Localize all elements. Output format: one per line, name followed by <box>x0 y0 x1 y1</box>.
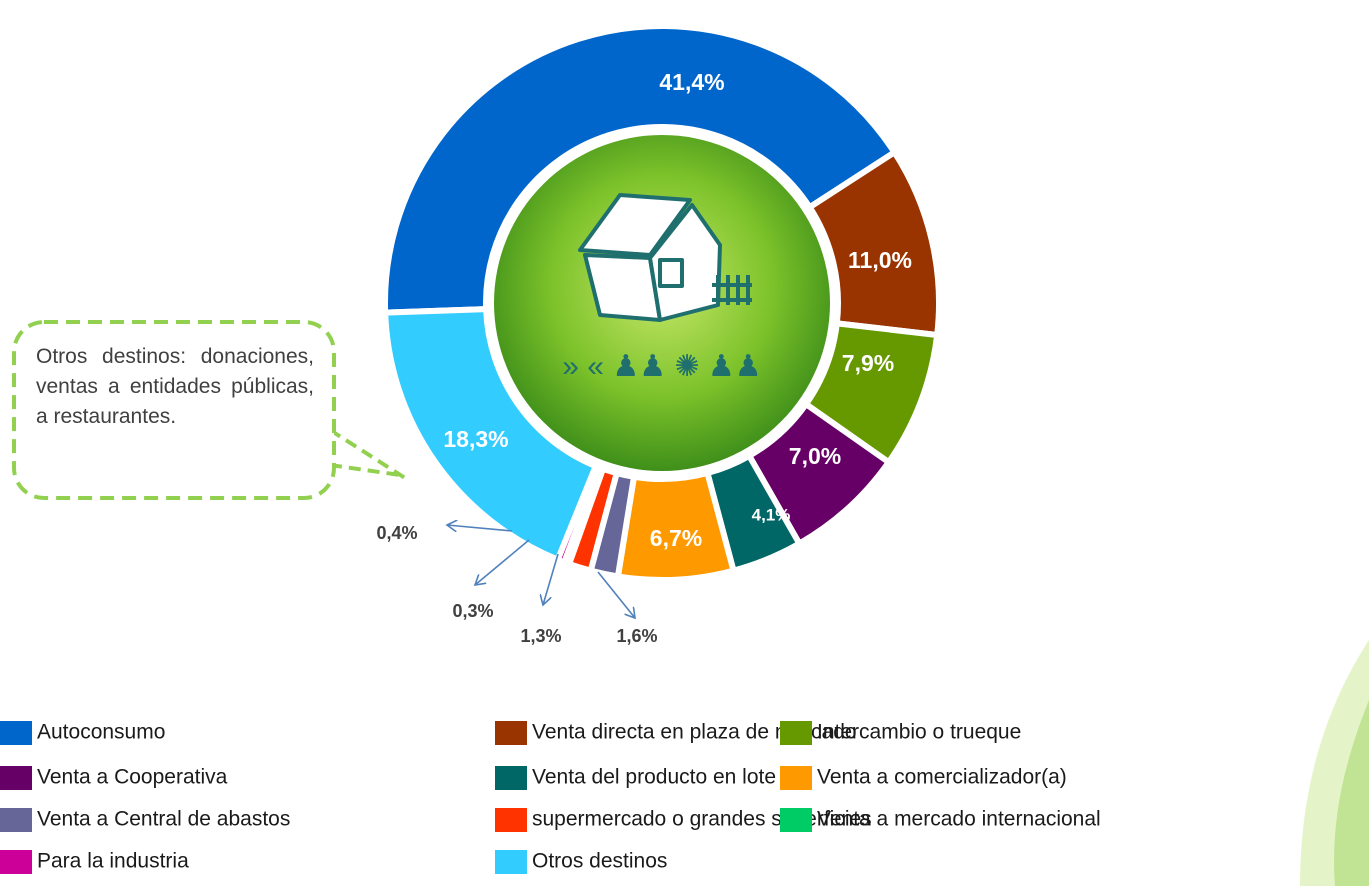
value-label: 41,4% <box>659 69 724 95</box>
value-label: 11,0% <box>848 247 912 273</box>
legend-swatch <box>0 766 32 790</box>
legend-label: Venta del producto en lote <box>532 766 776 789</box>
legend-swatch <box>495 721 527 745</box>
legend-label: Intercambio o trueque <box>817 721 1021 744</box>
value-label: 4,1% <box>752 505 791 524</box>
legend-swatch <box>495 766 527 790</box>
label-arrow <box>475 540 529 585</box>
value-label: 7,0% <box>789 443 841 469</box>
legend-swatch <box>780 721 812 745</box>
page: » « ♟♟ ✺ ♟♟ 41,4% 11,0% 7,9% 7,0% 4,1% 6,7% 1,… <box>0 0 1369 886</box>
value-label: 0,3% <box>452 601 493 621</box>
legend-label: Venta a mercado internacional <box>817 808 1101 831</box>
legend-swatch <box>495 808 527 832</box>
legend-label: Venta a Cooperativa <box>37 766 228 789</box>
callout-tail <box>330 430 405 478</box>
legend-swatch <box>0 721 32 745</box>
callout-text: Otros destinos: donaciones, ventas a ent… <box>36 342 314 432</box>
center-icons: » « ♟♟ ✺ ♟♟ <box>562 350 761 383</box>
legend-label: Venta a Central de abastos <box>37 808 290 831</box>
legend-label: Otros destinos <box>532 850 667 873</box>
value-label: 1,6% <box>616 626 657 646</box>
legend-label: Venta a comercializador(a) <box>817 766 1067 789</box>
value-label: 6,7% <box>650 525 702 551</box>
legend-label: Para la industria <box>37 850 189 873</box>
legend-swatch <box>0 808 32 832</box>
value-label: 7,9% <box>842 350 894 376</box>
legend-swatch <box>780 766 812 790</box>
label-arrow <box>543 554 558 605</box>
value-label: 18,3% <box>443 426 508 452</box>
value-label: 1,3% <box>520 626 561 646</box>
legend-label: Autoconsumo <box>37 721 165 744</box>
legend-swatch <box>780 808 812 832</box>
legend-swatch <box>0 850 32 874</box>
chart: » « ♟♟ ✺ ♟♟ 41,4% 11,0% 7,9% 7,0% 4,1% 6,7% 1,… <box>0 0 1369 886</box>
value-label: 0,4% <box>376 523 417 543</box>
legend-swatch <box>495 850 527 874</box>
